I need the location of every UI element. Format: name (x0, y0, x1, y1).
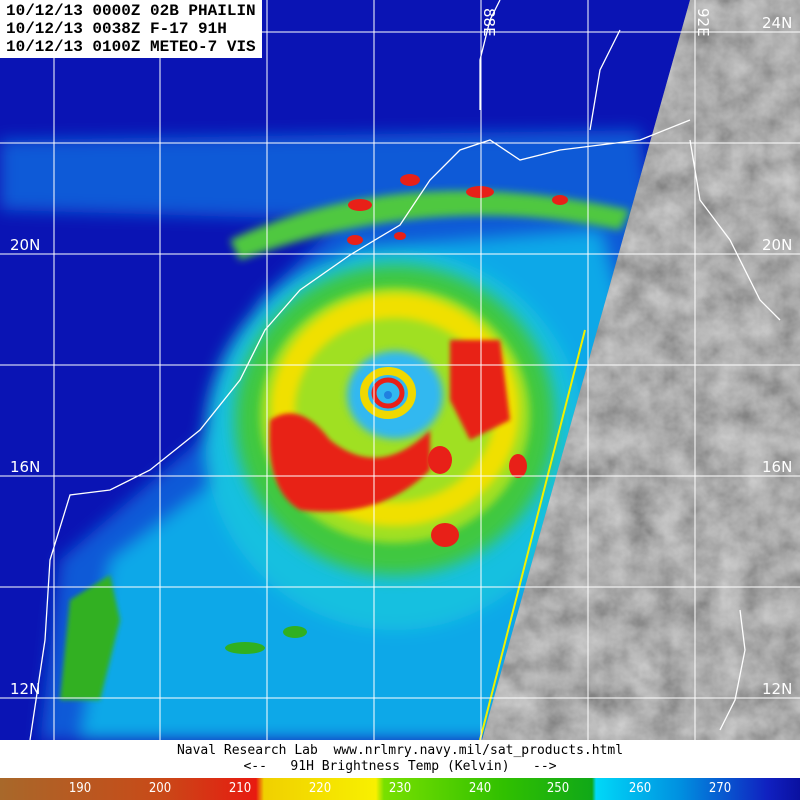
header-line-storm: 10/12/13 0000Z 02B PHAILIN (6, 2, 256, 20)
header-line-sensor: 10/12/13 0038Z F-17 91H (6, 20, 227, 38)
colorbar-tick: 250 (546, 781, 570, 796)
colorbar-tick: 260 (628, 781, 652, 796)
lat-label-16n-right: 16N (762, 458, 792, 476)
colorbar-tick: 240 (468, 781, 492, 796)
lon-label-88e: 88E (480, 8, 498, 37)
lat-lon-grid (0, 0, 800, 740)
colorbar-title: <-- 91H Brightness Temp (Kelvin) --> (243, 759, 557, 774)
swath-edge-line (479, 329, 586, 740)
header-line-visible: 10/12/13 0100Z METEO-7 VIS (6, 38, 256, 56)
lat-label-24n-right: 24N (762, 14, 792, 32)
lat-label-12n-left: 12N (10, 680, 40, 698)
colorbar-tick: 210 (228, 781, 252, 796)
image-header: 10/12/13 0000Z 02B PHAILIN 10/12/13 0038… (0, 0, 262, 58)
microwave-imagery-map: 20N 16N 12N 24N 20N 16N 12N 88E 92E (0, 0, 800, 740)
colorbar-tick: 190 (68, 781, 92, 796)
grid-labels: 20N 16N 12N 24N 20N 16N 12N 88E 92E (10, 8, 792, 698)
colorbar-tick: 270 (708, 781, 732, 796)
colorbar-tick: 220 (308, 781, 332, 796)
lat-label-20n-left: 20N (10, 236, 40, 254)
coastline (29, 0, 781, 740)
lat-label-20n-right: 20N (762, 236, 792, 254)
lon-label-92e: 92E (694, 8, 712, 37)
footer-credits: Naval Research Lab www.nrlmry.navy.mil/s… (0, 740, 800, 778)
colorbar-tick: 230 (388, 781, 412, 796)
lat-label-16n-left: 16N (10, 458, 40, 476)
footer-source: Naval Research Lab www.nrlmry.navy.mil/s… (176, 743, 624, 758)
temperature-colorbar: 190 200 210 220 230 240 250 260 270 (0, 778, 800, 800)
lat-label-12n-right: 12N (762, 680, 792, 698)
colorbar-tick: 200 (148, 781, 172, 796)
